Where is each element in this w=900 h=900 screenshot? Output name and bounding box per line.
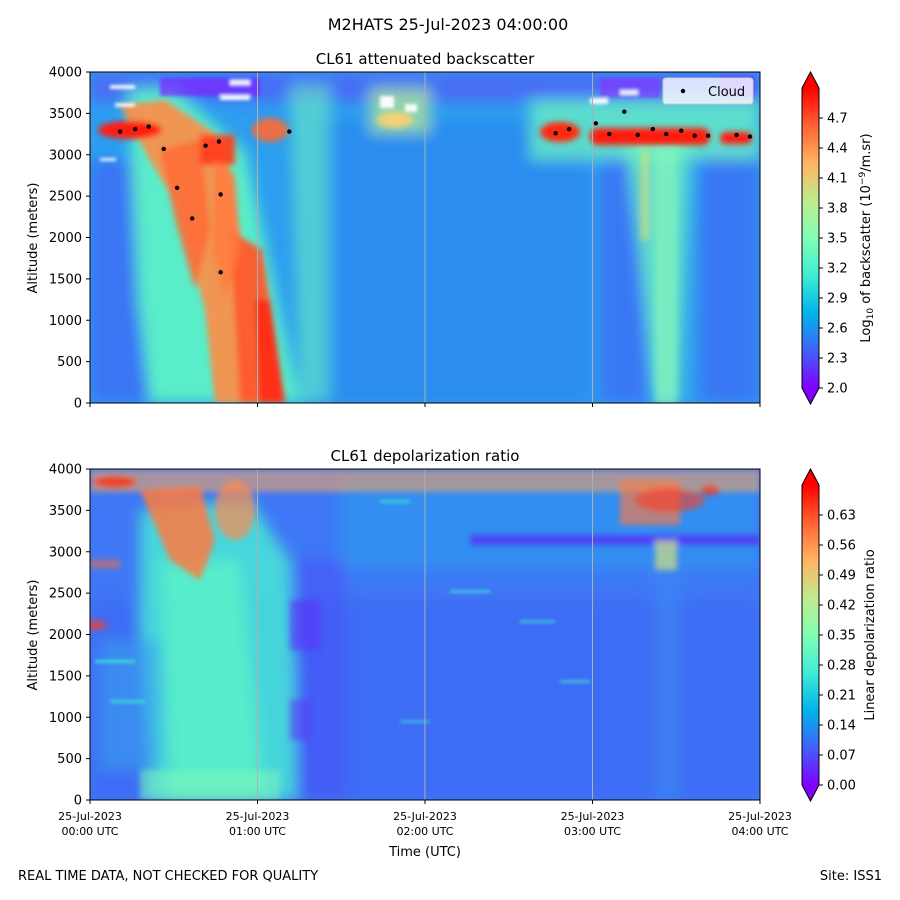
x-tick-label-time: 00:00 UTC <box>61 825 118 838</box>
y-tick-label: 1500 <box>49 272 82 287</box>
y-tick-label: 500 <box>57 355 82 370</box>
backscatter-colorbar-label: Log10 of backscatter (10−9/m.sr) <box>858 133 876 342</box>
colorbar-tick-label: 4.4 <box>827 142 848 157</box>
cloud-point <box>566 126 572 132</box>
backscatter-ylabel: Altitude (meters) <box>26 183 41 294</box>
cloud-point <box>133 126 138 132</box>
cloud-point <box>218 192 223 197</box>
cloud-point <box>553 131 558 136</box>
colorbar-tick-label: 0.14 <box>827 719 856 734</box>
backscatter-x-ticks <box>89 403 761 407</box>
colorbar-tick-label: 4.1 <box>827 172 848 187</box>
cloud-legend: Cloud <box>662 77 754 105</box>
y-tick-label: 3500 <box>49 504 82 519</box>
colorbar-tick-label: 0.35 <box>827 629 856 644</box>
x-tick-label-time: 01:00 UTC <box>229 825 286 838</box>
cloud-point <box>189 216 195 221</box>
colorbar-tick-label: 3.2 <box>827 262 848 277</box>
backscatter-colorbar: 2.0 2.3 2.6 2.9 3.2 3.5 3.8 4.1 4.4 4.7 Log10 of … <box>801 70 876 406</box>
colorbar-tick-label: 2.6 <box>827 322 848 337</box>
cloud-point <box>161 146 166 152</box>
backscatter-y-ticks: 0 500 1000 1500 2000 2500 3000 3500 4000 <box>49 66 90 412</box>
cloud-point <box>622 109 627 114</box>
cloud-point <box>635 132 640 138</box>
y-tick-label: 3000 <box>49 148 82 163</box>
cloud-point <box>218 270 223 275</box>
x-tick-label-date: 25-Jul-2023 <box>393 810 457 823</box>
depolarization-ylabel: Altitude (meters) <box>26 580 41 691</box>
y-tick-label: 4000 <box>49 66 82 81</box>
backscatter-gridlines <box>257 72 593 403</box>
colorbar-tick-label: 0.21 <box>827 689 856 704</box>
depolarization-y-ticks: 0 500 1000 1500 2000 2500 3000 3500 4000 <box>49 463 90 809</box>
y-tick-label: 3500 <box>49 107 82 122</box>
y-tick-label: 500 <box>57 752 82 767</box>
cloud-point <box>679 128 684 133</box>
backscatter-title: CL61 attenuated backscatter <box>316 50 535 68</box>
figure-suptitle: M2HATS 25-Jul-2023 04:00:00 <box>328 15 569 34</box>
colorbar-tick-label: 0.49 <box>827 569 856 584</box>
y-tick-label: 2500 <box>49 587 82 602</box>
cloud-point <box>146 124 151 129</box>
cloud-point <box>747 134 753 139</box>
x-tick-label-time: 04:00 UTC <box>731 825 788 838</box>
depolarization-colorbar-ticks: 0.00 0.07 0.14 0.21 0.28 0.35 0.42 0.49 0.56 0.63 <box>819 509 856 794</box>
y-tick-label: 0 <box>74 397 82 412</box>
colorbar-tick-label: 2.9 <box>827 292 848 307</box>
cloud-point <box>174 185 180 191</box>
y-tick-label: 1000 <box>49 711 82 726</box>
cloud-point <box>692 133 697 138</box>
cloud-legend-marker <box>680 88 686 94</box>
y-tick-label: 0 <box>74 794 82 809</box>
x-tick-label-date: 25-Jul-2023 <box>58 810 122 823</box>
x-tick-label-date: 25-Jul-2023 <box>728 810 792 823</box>
cloud-point <box>287 129 292 134</box>
depolarization-title: CL61 depolarization ratio <box>331 447 520 465</box>
cloud-point <box>650 126 655 132</box>
y-tick-label: 3000 <box>49 545 82 560</box>
colorbar-tick-label: 2.0 <box>827 382 848 397</box>
colorbar-tick-label: 0.56 <box>827 539 856 554</box>
x-tick-label-date: 25-Jul-2023 <box>561 810 625 823</box>
colorbar-tick-label: 0.42 <box>827 599 856 614</box>
depolarization-colorbar: 0.00 0.07 0.14 0.21 0.28 0.35 0.42 0.49 0.56 0.63… <box>801 467 878 803</box>
depolarization-xlabel: Time (UTC) <box>388 845 461 860</box>
cloud-point <box>705 133 711 138</box>
depolarization-gridlines <box>257 469 593 800</box>
colorbar-tick-label: 3.8 <box>827 202 848 217</box>
y-tick-label: 1500 <box>49 669 82 684</box>
quality-disclaimer: REAL TIME DATA, NOT CHECKED FOR QUALITY <box>18 869 319 884</box>
colorbar-tick-label: 3.5 <box>827 232 848 247</box>
y-tick-label: 2000 <box>49 628 82 643</box>
y-tick-label: 2500 <box>49 190 82 205</box>
cloud-point <box>664 131 669 137</box>
colorbar-tick-label: 2.3 <box>827 352 848 367</box>
cloud-point <box>203 143 208 148</box>
cloud-markers <box>117 109 753 275</box>
y-tick-label: 4000 <box>49 463 82 478</box>
y-tick-label: 2000 <box>49 231 82 246</box>
site-label: Site: ISS1 <box>819 869 882 884</box>
depolarization-x-ticks: 25-Jul-2023 00:00 UTC 25-Jul-2023 01:00 UTC… <box>58 800 792 838</box>
cloud-point <box>607 131 612 137</box>
x-tick-label-date: 25-Jul-2023 <box>226 810 290 823</box>
colorbar-tick-label: 0.63 <box>827 509 856 524</box>
backscatter-colorbar-ticks: 2.0 2.3 2.6 2.9 3.2 3.5 3.8 4.1 4.4 4.7 <box>819 112 848 397</box>
depolarization-colorbar-label: Linear depolarization ratio <box>863 549 878 720</box>
colorbar-tick-label: 0.00 <box>827 779 856 794</box>
x-tick-label-time: 03:00 UTC <box>564 825 621 838</box>
x-tick-label-time: 02:00 UTC <box>396 825 453 838</box>
cloud-point <box>734 132 739 138</box>
colorbar-tick-label: 0.28 <box>827 659 856 674</box>
cloud-legend-label: Cloud <box>708 85 745 100</box>
colorbar-tick-label: 0.07 <box>827 749 856 764</box>
colorbar-tick-label: 4.7 <box>827 112 848 127</box>
depolarization-field <box>90 469 760 800</box>
y-tick-label: 1000 <box>49 314 82 329</box>
cloud-point <box>593 121 599 126</box>
cloud-point <box>216 139 222 144</box>
cloud-point <box>117 129 123 134</box>
